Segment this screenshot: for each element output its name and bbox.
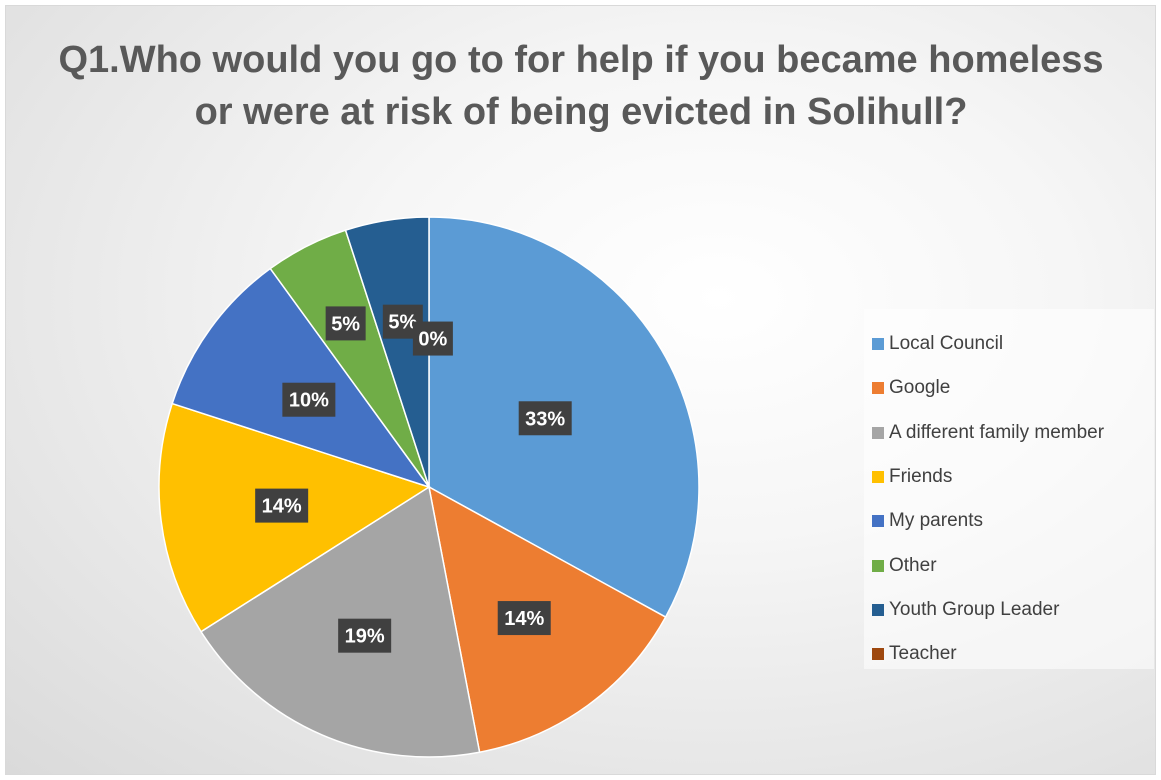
chart-legend: Local Council Google A different family me…	[864, 309, 1154, 669]
legend-label: Google	[889, 377, 951, 399]
data-label-text: 5%	[388, 312, 417, 334]
chart-title: Q1.Who would you go to for help if you b…	[58, 39, 1104, 133]
data-label-google: 14%	[497, 601, 551, 636]
data-label-text: 14%	[504, 608, 544, 630]
data-label-a-different-family-member: 19%	[338, 618, 392, 653]
legend-item-google: Google	[872, 375, 950, 401]
legend-label: Teacher	[889, 643, 957, 665]
legend-label: My parents	[889, 510, 983, 532]
legend-label: Other	[889, 554, 937, 576]
legend-item-other: Other	[872, 553, 937, 579]
pie-slice-youth-group-leader	[344, 216, 430, 488]
legend-label: A different family member	[889, 421, 1105, 443]
data-label-text: 10%	[289, 390, 329, 412]
legend-item-youth-group-leader: Youth Group Leader	[872, 597, 1059, 623]
legend-label: Youth Group Leader	[889, 598, 1060, 620]
data-label-box	[338, 618, 392, 653]
legend-item-my-parents: My parents	[872, 508, 983, 534]
data-label-box	[497, 601, 551, 636]
data-label-other: 5%	[325, 306, 366, 341]
data-label-my-parents: 10%	[282, 382, 336, 417]
legend-label: Local Council	[889, 333, 1004, 354]
legend-label: Friends	[889, 465, 953, 487]
data-label-text: 33%	[525, 408, 565, 430]
legend-item-friends: Friends	[872, 464, 952, 490]
data-label-local-council: 33%	[518, 401, 572, 436]
data-label-text: 19%	[345, 626, 385, 648]
legend-swatch	[872, 648, 884, 661]
legend-swatch	[872, 338, 884, 350]
legend-swatch	[872, 426, 884, 439]
data-label-text: 0%	[418, 329, 447, 351]
data-label-text: 5%	[331, 313, 360, 335]
data-label-text: 14%	[262, 496, 302, 518]
legend-swatch	[872, 603, 884, 616]
legend-swatch	[872, 470, 884, 483]
legend-swatch	[872, 515, 884, 528]
legend-item-local-council: Local Council	[872, 331, 1003, 357]
data-label-box	[412, 321, 453, 356]
data-label-box	[255, 488, 309, 523]
legend-item-a-different-family-member: A different family member	[872, 420, 1104, 446]
legend-item-teacher: Teacher	[872, 641, 957, 667]
data-label-teacher: 0%	[412, 321, 453, 356]
pie-slice-my-parents	[171, 267, 431, 489]
data-label-friends: 14%	[255, 488, 309, 523]
data-label-box	[518, 401, 572, 436]
legend-swatch	[872, 559, 884, 572]
data-label-box	[282, 382, 336, 417]
data-label-box	[325, 306, 366, 341]
legend-swatch	[872, 382, 884, 395]
